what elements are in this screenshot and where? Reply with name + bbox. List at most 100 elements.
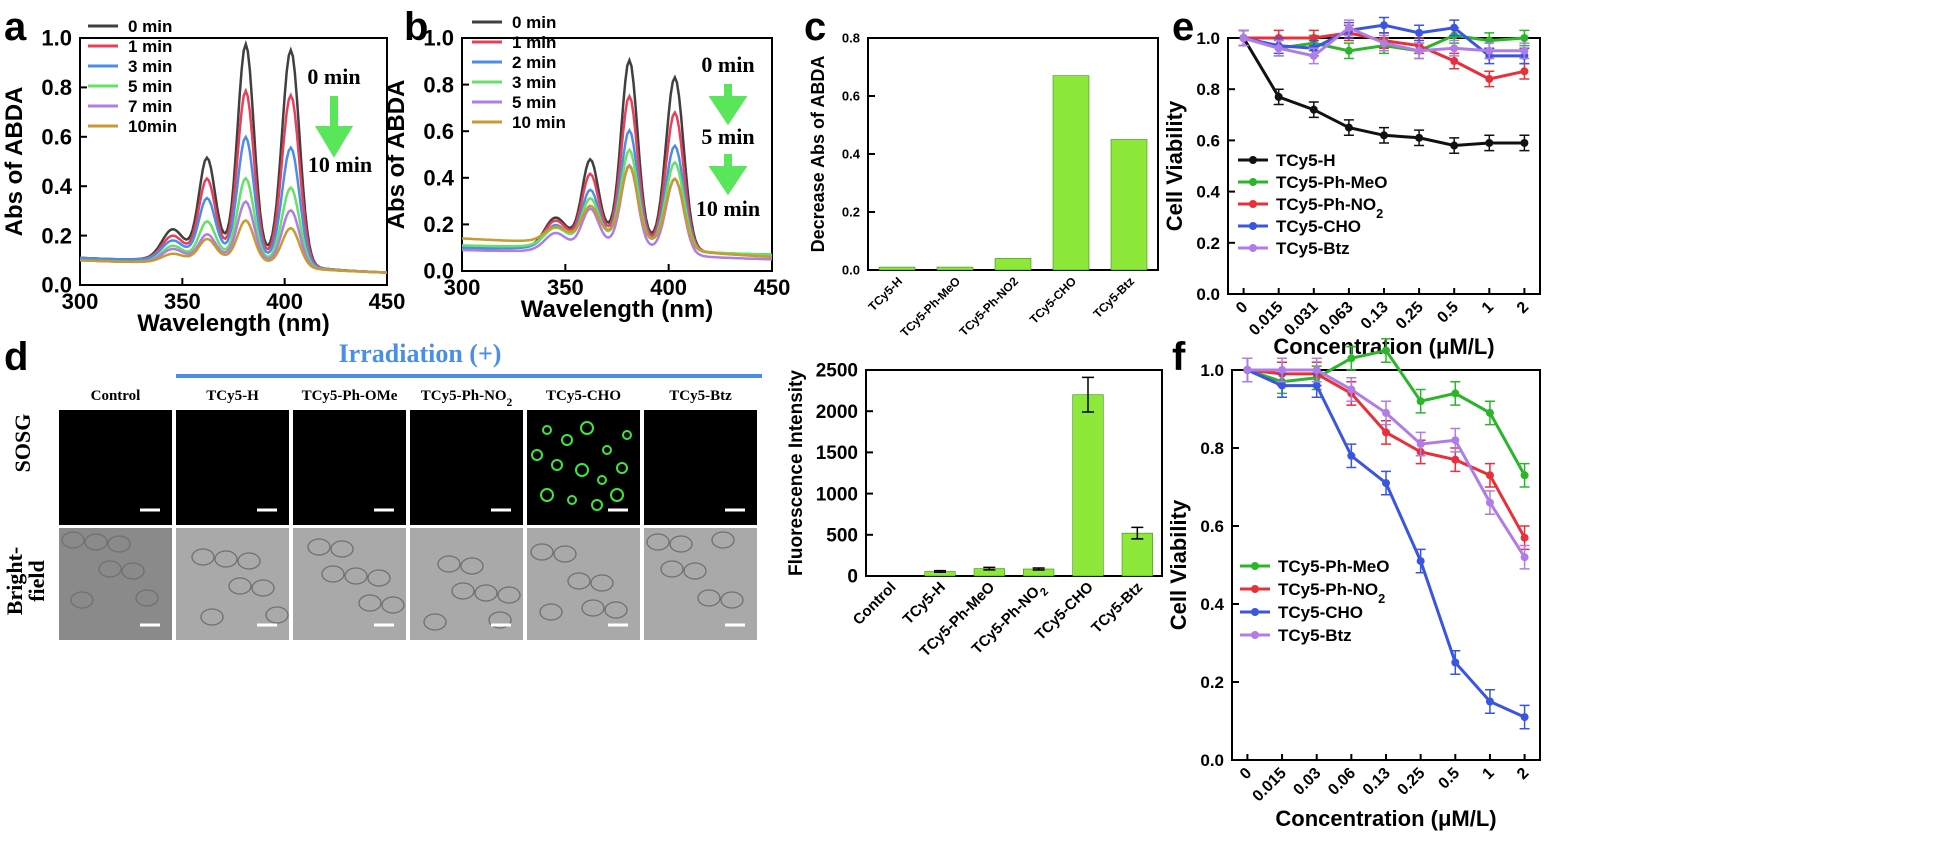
fluorescent-cell xyxy=(616,462,628,474)
legend-label: 2 min xyxy=(512,53,556,72)
x-tick-label: 2 xyxy=(1514,299,1532,317)
data-point xyxy=(1520,553,1529,562)
plot-frame xyxy=(865,369,1163,577)
data-point xyxy=(1451,658,1460,667)
data-point xyxy=(1278,381,1287,390)
fluorescent-cell xyxy=(622,430,632,440)
data-point xyxy=(1451,436,1460,445)
x-category-label: TCy5-H xyxy=(900,579,949,628)
fluorescent-cell xyxy=(551,459,563,471)
arrow-down-icon xyxy=(708,154,748,196)
x-category-label: TCy5-Btz xyxy=(1088,579,1146,637)
row-label-sosg: SOSG xyxy=(10,414,35,473)
legend-label: 5 min xyxy=(128,77,172,96)
data-point xyxy=(1415,28,1424,37)
x-category-label: TCy5-CHO xyxy=(1027,274,1079,326)
y-tick-label: 2000 xyxy=(816,402,858,423)
x-tick-label: 450 xyxy=(754,275,791,300)
legend-label: 10 min xyxy=(512,113,566,132)
data-point xyxy=(1382,428,1390,437)
legend-label: TCy5-CHO xyxy=(1276,217,1361,236)
bar xyxy=(1110,139,1148,271)
error-bar xyxy=(1131,526,1144,540)
legend-label: 3 min xyxy=(512,73,556,92)
cell-outline xyxy=(265,606,289,624)
irradiation-title: Irradiation (+) xyxy=(339,339,502,368)
fluorescent-cell xyxy=(531,449,543,461)
y-tick-label: 0.0 xyxy=(1196,285,1220,304)
data-point xyxy=(1416,557,1425,566)
sosg-image xyxy=(59,410,172,525)
cell-outline xyxy=(460,557,484,575)
panel-letter-d: d xyxy=(4,335,28,379)
y-tick-label: 0 xyxy=(847,567,858,588)
cell-outline xyxy=(530,543,554,561)
x-tick-label: 0 xyxy=(1237,765,1255,783)
y-tick-label: 0.0 xyxy=(1200,751,1224,770)
legend-marker xyxy=(1251,585,1259,593)
sosg-image xyxy=(527,410,640,525)
legend-label: 1 min xyxy=(128,37,172,56)
column-label: Control xyxy=(91,388,141,404)
y-tick-label: 0.0 xyxy=(423,259,454,284)
cell-outline xyxy=(121,562,145,580)
fluorescent-cell xyxy=(602,445,612,455)
data-point xyxy=(1520,67,1529,76)
cell-outline xyxy=(590,574,614,592)
y-tick-label: 1500 xyxy=(816,443,858,464)
error-bar xyxy=(1032,567,1045,571)
data-point xyxy=(1485,697,1494,706)
y-tick-label: 0.2 xyxy=(1200,673,1224,692)
y-tick-label: 1.0 xyxy=(41,26,72,51)
x-category-label: TCy5-Btz xyxy=(1090,274,1137,321)
y-tick-label: 0.2 xyxy=(842,205,860,220)
sosg-image xyxy=(293,410,406,525)
data-point xyxy=(1382,479,1390,488)
sosg-image xyxy=(644,410,757,525)
data-point xyxy=(1485,471,1494,480)
cell-outline xyxy=(307,538,331,556)
legend-label: 0 min xyxy=(512,13,556,32)
x-tick-label: 300 xyxy=(444,275,481,300)
data-point xyxy=(1520,138,1529,147)
annotation-end: 10 min xyxy=(696,196,760,221)
fluorescent-cell xyxy=(575,463,589,477)
data-point xyxy=(1309,51,1318,60)
data-point xyxy=(1415,46,1424,55)
y-tick-label: 0.8 xyxy=(423,72,454,97)
data-point xyxy=(1347,354,1356,363)
x-tick-label: 1 xyxy=(1479,765,1497,783)
data-point xyxy=(1450,44,1459,53)
cell-outline xyxy=(214,550,238,568)
legend-marker xyxy=(1249,222,1257,230)
x-axis-label: Wavelength (nm) xyxy=(137,310,329,337)
y-tick-label: 0.6 xyxy=(1200,517,1224,536)
data-point xyxy=(1485,408,1494,417)
cell-outline xyxy=(191,548,215,566)
chart-f: 0.0 0.2 0.4 0.6 0.8 1.0 Cell Viability Concentr… xyxy=(1166,338,1541,831)
cell-outline xyxy=(98,560,122,578)
data-point xyxy=(1485,498,1494,507)
y-tick-label: 0.0 xyxy=(842,263,860,278)
arrow-down-icon xyxy=(708,84,748,126)
data-point xyxy=(1382,346,1390,355)
y-tick-label: 2500 xyxy=(816,361,858,382)
fluorescent-cell xyxy=(591,499,603,511)
cell-outline xyxy=(581,599,605,617)
data-point xyxy=(1416,440,1425,449)
legend-label: TCy5-Ph-MeO xyxy=(1276,173,1387,192)
data-point xyxy=(1416,397,1425,406)
plot-frame xyxy=(1227,37,1541,295)
y-tick-label: 0.0 xyxy=(41,273,72,298)
legend-label: TCy5-Btz xyxy=(1276,239,1350,258)
error-bar xyxy=(1082,376,1094,413)
data-point xyxy=(1380,39,1388,48)
y-tick-label: 0.6 xyxy=(842,89,860,104)
brightfield-image xyxy=(644,528,757,640)
y-tick-label: 0.4 xyxy=(423,166,454,191)
cell-outline xyxy=(488,611,512,629)
spectrum-line xyxy=(461,164,773,259)
y-tick-label: 1.0 xyxy=(1200,361,1224,380)
y-tick-label: 0.4 xyxy=(1200,595,1224,614)
